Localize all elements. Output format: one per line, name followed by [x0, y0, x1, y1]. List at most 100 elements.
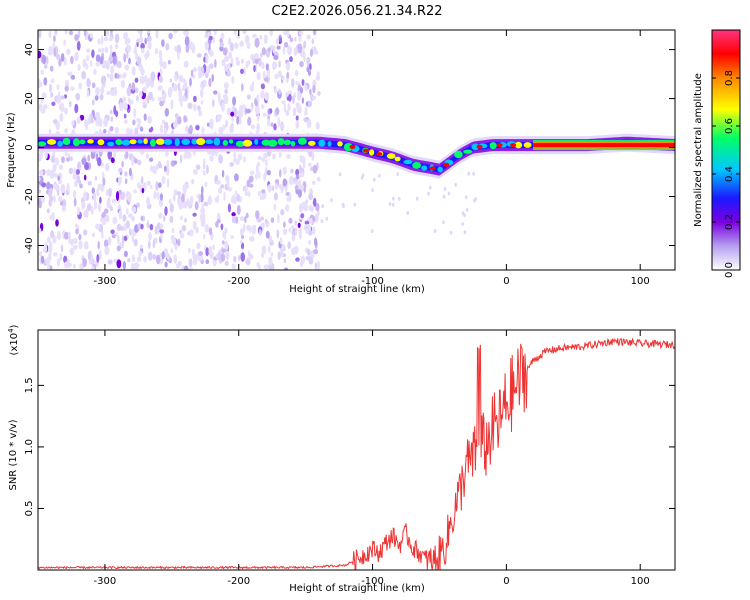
noise-speckle — [220, 184, 225, 189]
noise-speckle — [97, 183, 103, 190]
noise-speckle — [118, 176, 123, 184]
noise-speckle — [312, 226, 316, 235]
noise-speckle — [461, 222, 465, 226]
noise-speckle — [38, 50, 42, 59]
ridge-blob — [514, 141, 523, 149]
ridge-core — [38, 139, 675, 173]
noise-speckle — [201, 126, 205, 134]
noise-speckle — [272, 153, 276, 160]
noise-speckle — [288, 217, 293, 224]
noise-speckle — [128, 193, 132, 203]
ridge-blob — [337, 141, 343, 147]
noise-speckle — [314, 213, 319, 223]
noise-speckle — [286, 71, 290, 79]
noise-speckle — [224, 227, 228, 234]
noise-speckle — [226, 181, 230, 187]
ridge-hotspot — [510, 143, 517, 148]
noise-speckle — [249, 84, 254, 92]
noise-speckle — [208, 77, 212, 88]
noise-speckle — [176, 44, 182, 55]
noise-speckle — [220, 253, 226, 262]
noise-speckle — [292, 95, 295, 105]
noise-speckle — [165, 151, 169, 157]
noise-speckle — [75, 92, 81, 101]
noise-speckle — [139, 36, 144, 44]
ridge-blob — [57, 140, 63, 147]
noise-speckle — [42, 54, 47, 65]
noise-speckle — [285, 91, 289, 99]
ridge-blob — [62, 137, 71, 146]
noise-speckle — [269, 30, 273, 37]
noise-speckle — [134, 263, 140, 268]
noise-speckle — [121, 160, 124, 168]
noise-speckle — [131, 233, 134, 243]
noise-speckle — [242, 104, 246, 109]
colorbar-tick-label: 0.4 — [724, 166, 735, 182]
noise-speckle — [40, 69, 44, 75]
noise-speckle — [116, 259, 122, 269]
noise-speckle — [91, 265, 95, 270]
noise-speckle — [193, 95, 197, 103]
noise-speckle — [378, 173, 381, 178]
noise-speckle — [71, 120, 75, 126]
noise-speckle — [50, 230, 55, 239]
noise-speckle — [236, 193, 240, 202]
noise-speckle — [103, 208, 109, 214]
noise-speckle — [209, 118, 214, 127]
noise-speckle — [161, 251, 165, 260]
noise-speckle — [96, 253, 100, 263]
noise-speckle — [95, 54, 101, 63]
noise-speckle — [60, 53, 65, 62]
noise-speckle — [40, 194, 45, 203]
noise-speckle — [140, 42, 145, 50]
noise-speckle — [330, 198, 333, 203]
noise-speckle — [46, 181, 51, 190]
ridge-blob — [121, 139, 131, 146]
noise-speckle — [60, 244, 64, 253]
noise-speckle — [232, 96, 237, 106]
noise-speckle — [184, 218, 187, 223]
noise-speckle — [57, 175, 60, 181]
noise-speckle — [95, 61, 101, 67]
noise-speckle — [103, 36, 108, 42]
noise-speckle — [229, 162, 234, 167]
noise-speckle — [192, 255, 198, 266]
noise-speckle — [107, 236, 112, 246]
noise-speckle — [63, 57, 67, 66]
ridge-blob — [181, 138, 190, 145]
noise-speckle — [66, 157, 70, 162]
noise-speckle — [277, 251, 281, 260]
noise-speckle — [83, 30, 87, 37]
noise-speckle — [118, 168, 123, 172]
noise-speckle — [308, 205, 314, 212]
noise-speckle — [72, 173, 78, 180]
ridge-blob — [454, 150, 463, 159]
noise-speckle — [49, 246, 52, 257]
x-tick-label: 0 — [503, 276, 509, 287]
noise-speckle — [209, 63, 214, 69]
spectrogram-ylabel: Frequency (Hz) — [6, 112, 17, 188]
ridge-blob — [386, 153, 396, 159]
noise-speckle — [264, 166, 268, 177]
noise-speckle — [236, 204, 241, 215]
noise-speckle — [101, 47, 105, 53]
noise-speckle — [294, 226, 298, 236]
noise-speckle — [273, 55, 279, 60]
noise-speckle — [86, 55, 90, 61]
noise-speckle — [171, 238, 177, 245]
y-tick-label: -40 — [24, 237, 35, 253]
noise-speckle — [296, 103, 301, 113]
noise-speckle — [251, 124, 255, 130]
noise-speckle — [212, 36, 215, 44]
noise-speckle — [286, 154, 291, 159]
noise-speckle — [308, 162, 312, 167]
noise-speckle — [274, 88, 278, 94]
noise-speckle — [118, 209, 123, 220]
noise-speckle — [177, 50, 180, 61]
noise-speckle — [107, 149, 112, 160]
noise-speckle — [270, 252, 274, 257]
noise-speckle — [276, 229, 280, 239]
noise-speckle — [59, 112, 64, 123]
ridge-blob — [463, 149, 473, 154]
noise-speckle — [106, 73, 111, 78]
